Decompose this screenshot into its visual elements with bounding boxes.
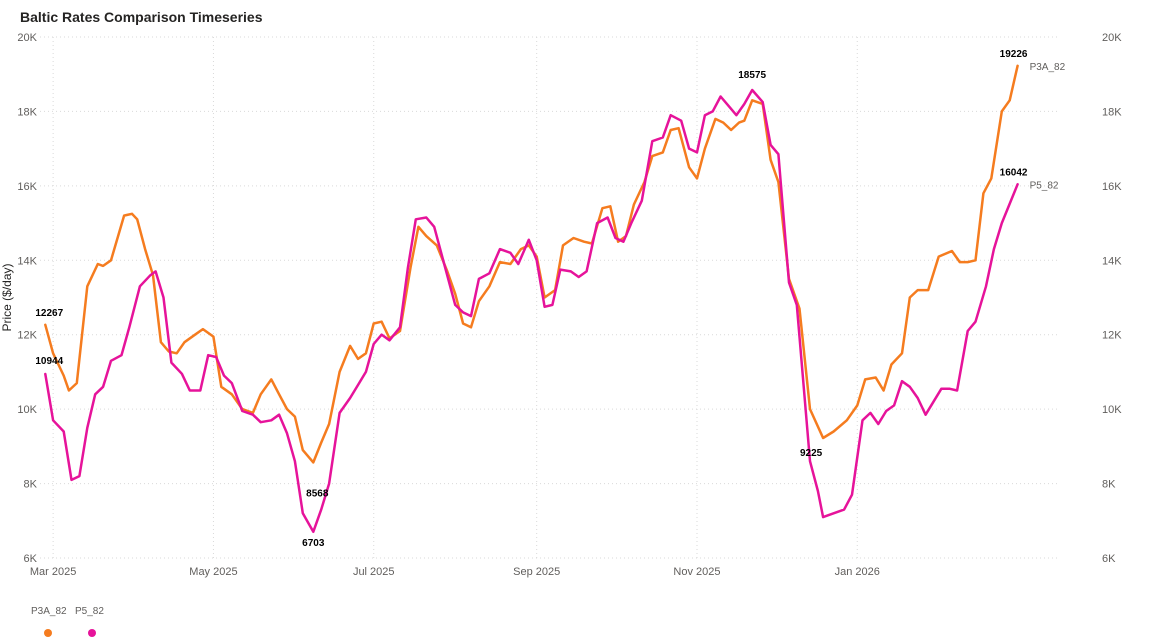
y-tick-label-right: 8K xyxy=(1102,479,1116,491)
y-axis-right: 6K 8K 10K 12K 14K 16K 18K 20K xyxy=(1102,32,1122,565)
x-tick-label: Mar 2025 xyxy=(30,566,76,578)
x-tick-label: Nov 2025 xyxy=(673,566,720,578)
x-tick-label: Jul 2025 xyxy=(353,566,395,578)
y-tick-label: 6K xyxy=(24,553,38,565)
y-tick-label-right: 14K xyxy=(1102,255,1122,267)
x-tick-label: Sep 2025 xyxy=(513,566,560,578)
x-tick-label: Jan 2026 xyxy=(835,566,880,578)
data-label: 16042 xyxy=(1000,167,1028,178)
data-labels: 12267 10944 8568 6703 18575 9225 19226 16042 P3A… xyxy=(35,49,1065,549)
legend-dot-icon xyxy=(88,629,96,637)
y-tick-label-right: 6K xyxy=(1102,553,1116,565)
legend-item-p5-82[interactable]: P5_82 xyxy=(75,606,135,637)
y-tick-label: 16K xyxy=(17,181,37,193)
y-tick-label: 14K xyxy=(17,255,37,267)
series-line-p3a-82 xyxy=(44,64,1019,464)
chart-title: Baltic Rates Comparison Timeseries xyxy=(20,9,263,25)
data-label: 6703 xyxy=(302,538,325,549)
data-label: 18575 xyxy=(738,70,766,81)
data-label: 12267 xyxy=(35,308,63,319)
legend-dot-icon xyxy=(44,629,52,637)
gridlines xyxy=(40,36,1057,559)
y-tick-label: 8K xyxy=(24,479,38,491)
y-tick-label-right: 16K xyxy=(1102,181,1122,193)
data-label: 8568 xyxy=(306,488,329,499)
x-tick-label: May 2025 xyxy=(189,566,237,578)
series-line-p5-82 xyxy=(44,88,1019,534)
data-label: 19226 xyxy=(1000,49,1028,60)
series-end-label: P3A_82 xyxy=(1030,62,1066,73)
data-label: 10944 xyxy=(35,356,63,367)
y-tick-label-right: 10K xyxy=(1102,404,1122,416)
y-tick-label: 12K xyxy=(17,330,37,342)
series-lines xyxy=(44,64,1019,534)
series-end-label: P5_82 xyxy=(1030,180,1059,191)
legend-label: P5_82 xyxy=(75,606,104,617)
legend-item-p3a-82[interactable]: P3A_82 xyxy=(31,606,91,637)
y-tick-label: 20K xyxy=(17,32,37,44)
y-tick-label: 18K xyxy=(17,106,37,118)
y-tick-label-right: 18K xyxy=(1102,106,1122,118)
legend-label: P3A_82 xyxy=(31,606,67,617)
x-axis: Mar 2025 May 2025 Jul 2025 Sep 2025 Nov 2025… xyxy=(30,566,880,578)
y-tick-label-right: 20K xyxy=(1102,32,1122,44)
y-axis-left: 6K 8K 10K 12K 14K 16K 18K 20K xyxy=(17,32,37,565)
y-axis-title: Price ($/day) xyxy=(0,263,14,331)
y-tick-label-right: 12K xyxy=(1102,330,1122,342)
data-label: 9225 xyxy=(800,448,823,459)
y-tick-label: 10K xyxy=(17,404,37,416)
